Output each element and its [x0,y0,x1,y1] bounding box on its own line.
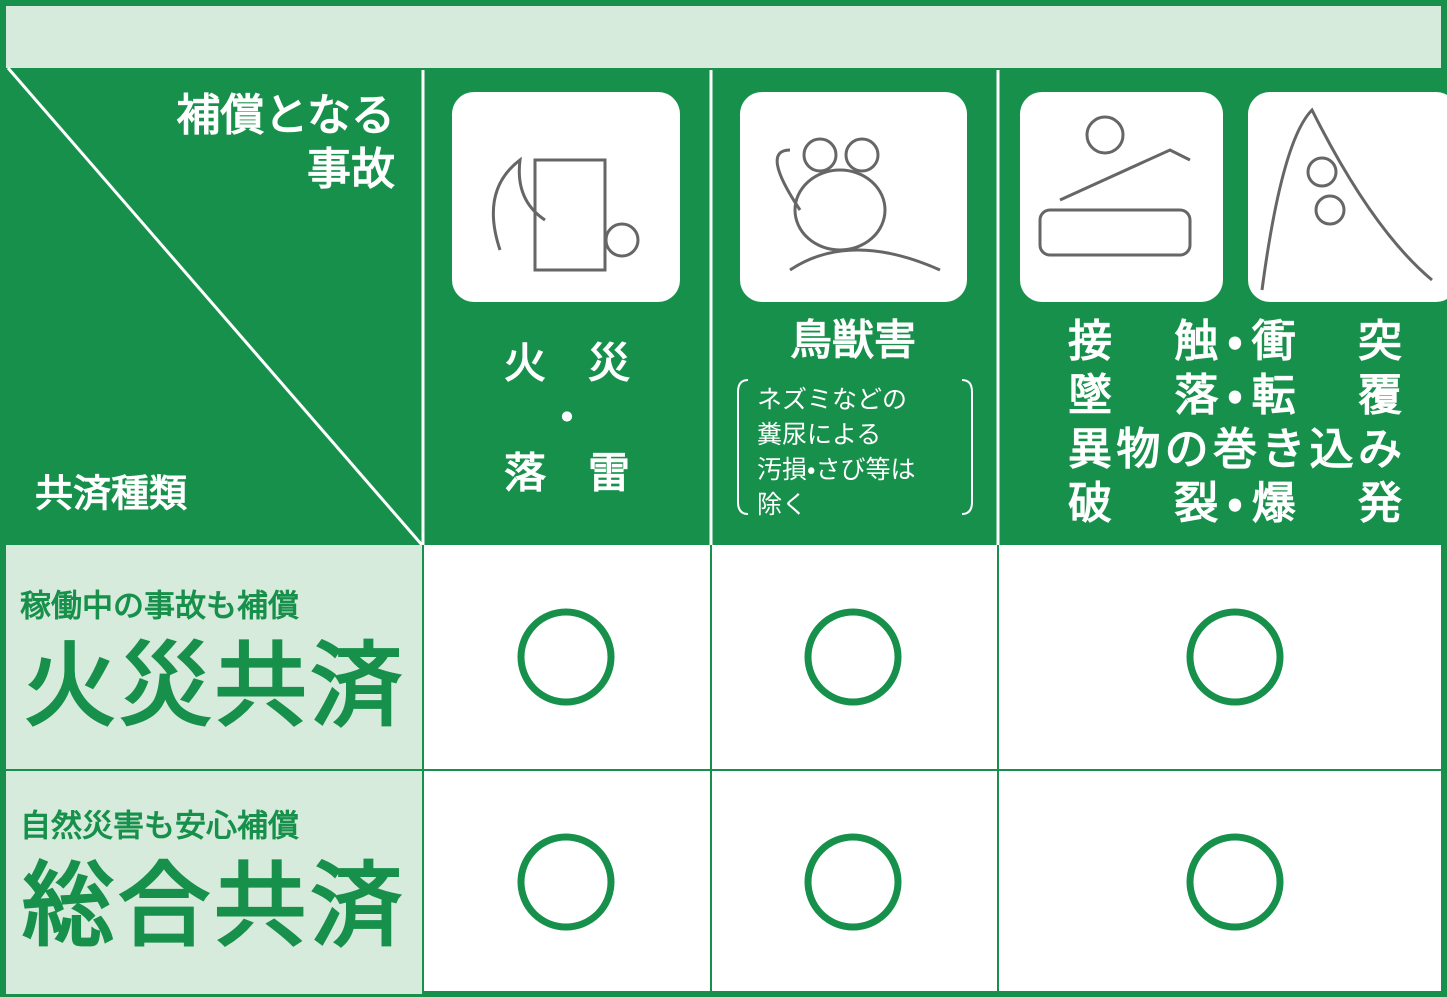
column-heading: 異物の巻き込み [1068,424,1402,475]
column-heading: 火 災 [504,339,630,388]
row-tagline: 自然災害も安心補償 [20,809,299,845]
row-tagline: 稼働中の事故も補償 [20,589,299,625]
illustration-strokes [491,107,1433,291]
column-note: 除く [757,490,807,519]
column-note: ネズミなどの [757,385,907,414]
grid [6,545,1447,994]
top-bar [0,0,1447,68]
corner-top: 事故 [307,144,395,195]
column-heading: 鳥獣害 [790,316,916,365]
header-dividers [421,70,1000,545]
illustrations [452,92,1447,302]
corner-top: 補償となる [176,90,395,141]
column-note: 汚損・さび等は [757,455,916,484]
column-heading: 落 雷 [504,449,630,498]
column-heading: 墜 落・転 覆 [1068,370,1402,421]
corner-bottom: 共済種類 [35,472,188,516]
coverage-marks [517,608,1284,931]
note-brackets [737,379,973,515]
diagonal [6,67,424,546]
column-note: 糞尿による [757,420,881,449]
column-heading: 破 裂・爆 発 [1068,478,1403,529]
column-heading: ・ [546,394,588,443]
column-heading: 接 触・衝 突 [1068,316,1402,367]
